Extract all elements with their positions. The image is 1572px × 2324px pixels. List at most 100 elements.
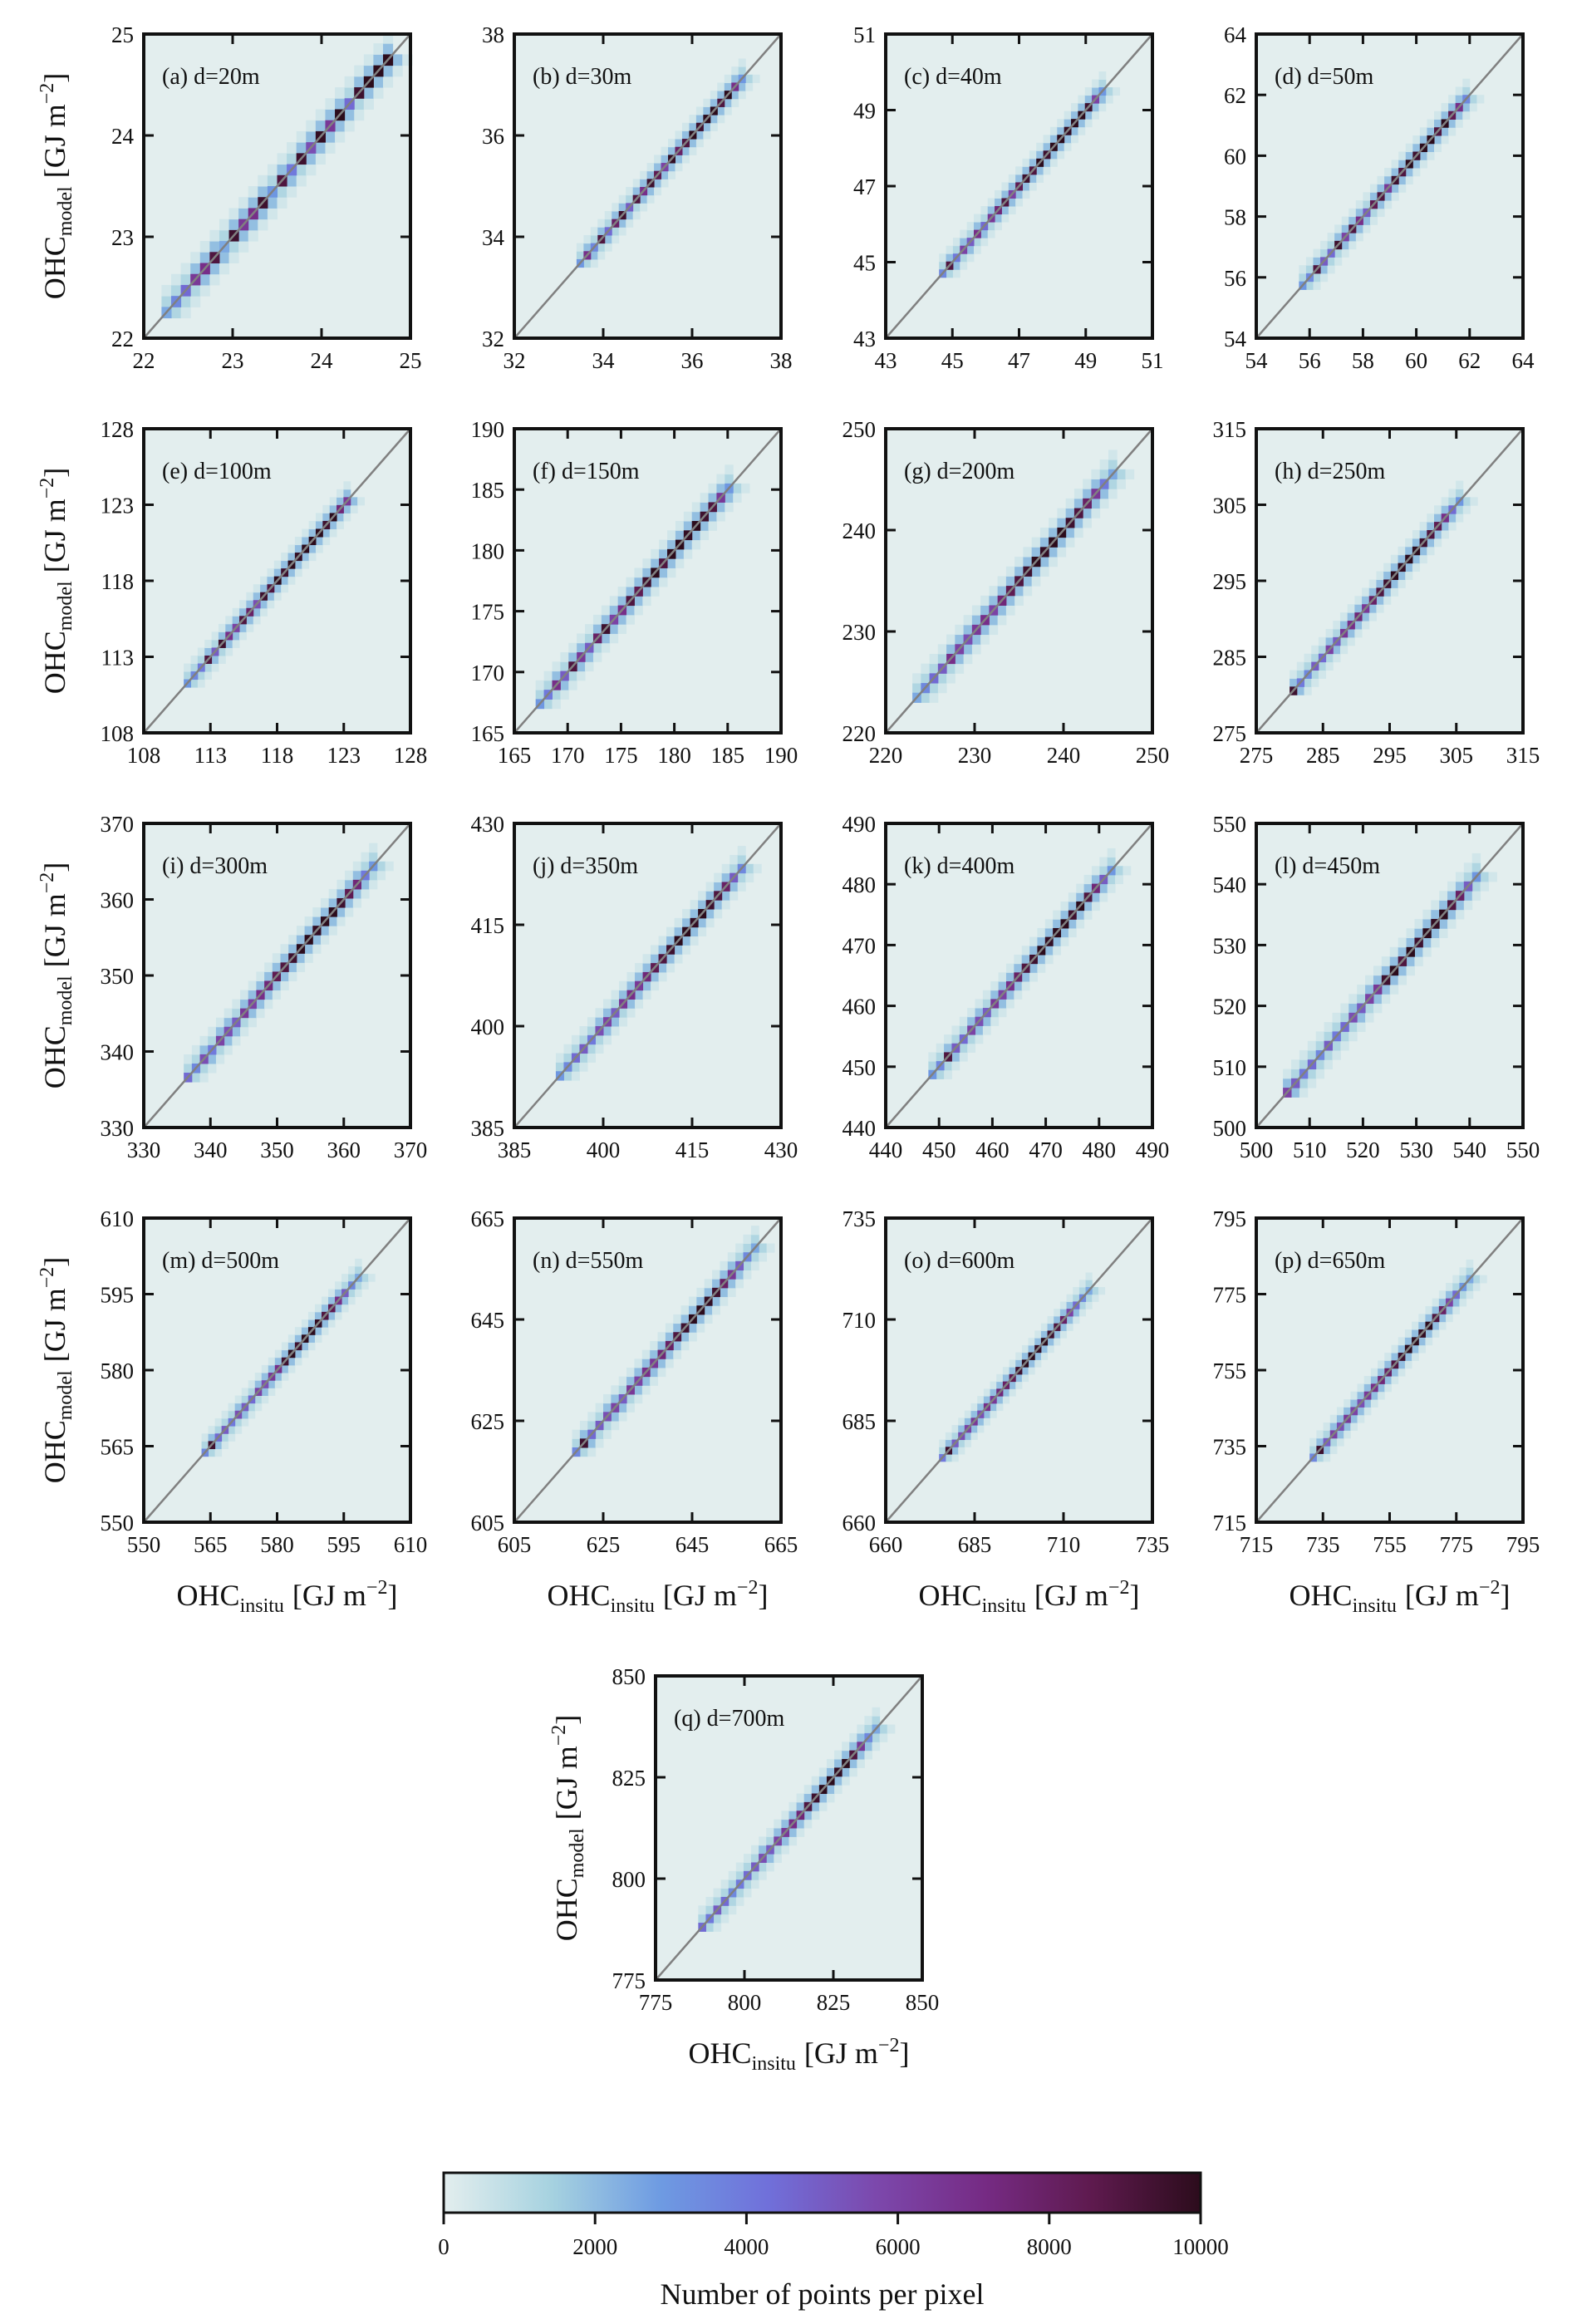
density-cell-offdiag <box>1318 636 1327 646</box>
density-cell-offdiag <box>1099 498 1109 509</box>
density-cell-offdiag <box>1363 216 1371 225</box>
density-cell-offdiag <box>274 1357 282 1366</box>
axis-label-sup: −2 <box>37 83 58 105</box>
density-cell-offdiag <box>1076 892 1085 902</box>
density-cell-offdiag <box>1290 1069 1300 1079</box>
one-to-one-line <box>1255 33 1524 339</box>
density-cell-offdiag <box>1448 127 1457 136</box>
density-cell-offdiag <box>857 1732 865 1742</box>
x-tick-label: 22 <box>133 348 155 373</box>
density-cell-offdiag <box>1039 537 1049 548</box>
density-cell-offdiag <box>675 155 683 164</box>
density-cell-offdiag <box>960 238 968 247</box>
density-cell-offdiag <box>592 614 602 625</box>
density-cell-offdiag <box>1029 158 1037 167</box>
density-cell-offdiag <box>682 945 691 955</box>
density-cell-offdiag <box>966 253 975 263</box>
density-cell-offdiag <box>1073 498 1083 509</box>
density-cell-offdiag <box>611 1026 620 1036</box>
one-to-one-line <box>143 33 411 339</box>
density-cell-offdiag <box>743 1270 752 1280</box>
density-cell-offdiag <box>1099 489 1109 499</box>
density-cell-offdiag <box>577 633 586 644</box>
density-cell-offdiag <box>626 971 636 982</box>
density-cell-offdiag <box>951 1061 960 1071</box>
density-cell-offdiag <box>1390 554 1399 564</box>
density-cell-offdiag <box>1021 946 1030 956</box>
density-cell-offdiag <box>1398 946 1407 957</box>
x-tick-label: 450 <box>922 1137 956 1162</box>
colorbar-tick-label: 6000 <box>876 2234 921 2259</box>
x-tick-label: 470 <box>1029 1137 1063 1162</box>
density-cell-offdiag <box>735 1279 744 1289</box>
density-cell-offdiag <box>1383 563 1392 572</box>
density-cell-offdiag <box>373 43 384 55</box>
density-cell-offdiag <box>667 530 676 541</box>
density-cell-offdiag <box>328 1311 336 1320</box>
density-cell-offdiag <box>224 1008 233 1019</box>
density-cell-offdiag <box>990 1008 1000 1018</box>
density-cell-offdiag <box>937 683 947 694</box>
density-cell-offdiag <box>735 1870 744 1880</box>
density-cell-offdiag <box>879 1732 888 1742</box>
density-cell-offdiag <box>646 187 655 196</box>
density-cell-offdiag <box>640 203 648 212</box>
density-cell-offdiag <box>337 497 344 506</box>
density-cell-offdiag <box>710 115 718 124</box>
density-cell-offdiag <box>1044 946 1054 956</box>
density-cell-offdiag <box>667 567 676 578</box>
density-cell-offdiag <box>272 953 282 963</box>
density-cell-offdiag <box>1064 111 1072 120</box>
density-cell-offdiag <box>987 198 995 207</box>
density-cell-offdiag <box>651 587 660 597</box>
density-cell-offdiag <box>929 683 939 694</box>
density-cell-offdiag <box>1391 160 1399 169</box>
density-cell-offdiag <box>1107 857 1116 867</box>
density-cell-offdiag <box>555 1062 564 1072</box>
x-tick-label: 350 <box>260 1137 294 1162</box>
density-cell-offdiag <box>634 567 643 578</box>
density-cell-offdiag <box>1054 1330 1061 1339</box>
density-cell-offdiag <box>612 234 620 244</box>
x-tick-label: 540 <box>1453 1137 1487 1162</box>
density-cell-offdiag <box>221 1417 229 1427</box>
density-cell-offdiag <box>535 690 545 700</box>
x-axis-label: OHCinsitu [GJ m−2] <box>1290 1577 1511 1617</box>
density-cell-offdiag <box>585 624 594 634</box>
x-tick-label: 340 <box>194 1137 228 1162</box>
density-cell-offdiag <box>232 1026 241 1037</box>
density-cell-offdiag <box>1439 900 1448 911</box>
density-cell-offdiag <box>1425 1305 1433 1314</box>
density-cell-offdiag <box>1315 1069 1325 1079</box>
density-cell-offdiag <box>1296 686 1305 695</box>
density-cell-offdiag <box>951 1025 960 1035</box>
density-cell-offdiag <box>713 1923 722 1932</box>
density-cell-offdiag <box>201 1441 209 1450</box>
density-cell-offdiag <box>322 1304 329 1313</box>
density-cell-offdiag <box>996 1396 1004 1404</box>
x-tick-label: 62 <box>1458 348 1481 373</box>
density-cell-offdiag <box>587 1447 597 1457</box>
density-cell-offdiag <box>304 926 313 936</box>
density-cell-offdiag <box>361 879 370 890</box>
panel-label: (e) d=100m <box>162 459 272 484</box>
density-cell-offdiag <box>951 1432 959 1441</box>
density-cell-offdiag <box>1389 956 1399 966</box>
density-cell-offdiag <box>1029 182 1037 191</box>
density-cell-offdiag <box>595 1017 604 1027</box>
density-cell-offdiag <box>997 576 1007 587</box>
density-cell-offdiag <box>603 1026 612 1036</box>
density-cell-offdiag <box>1064 119 1072 128</box>
density-cell-offdiag <box>1065 527 1075 538</box>
density-cell-offdiag <box>752 74 760 83</box>
density-cell-offdiag <box>1341 240 1349 250</box>
density-cell-offdiag <box>1355 208 1363 218</box>
density-cell-offdiag <box>579 1026 588 1036</box>
density-cell-offdiag <box>294 1357 302 1366</box>
density-cell-offdiag <box>232 607 240 617</box>
density-cell-offdiag <box>1373 994 1383 1005</box>
density-cell-offdiag <box>864 1750 873 1760</box>
